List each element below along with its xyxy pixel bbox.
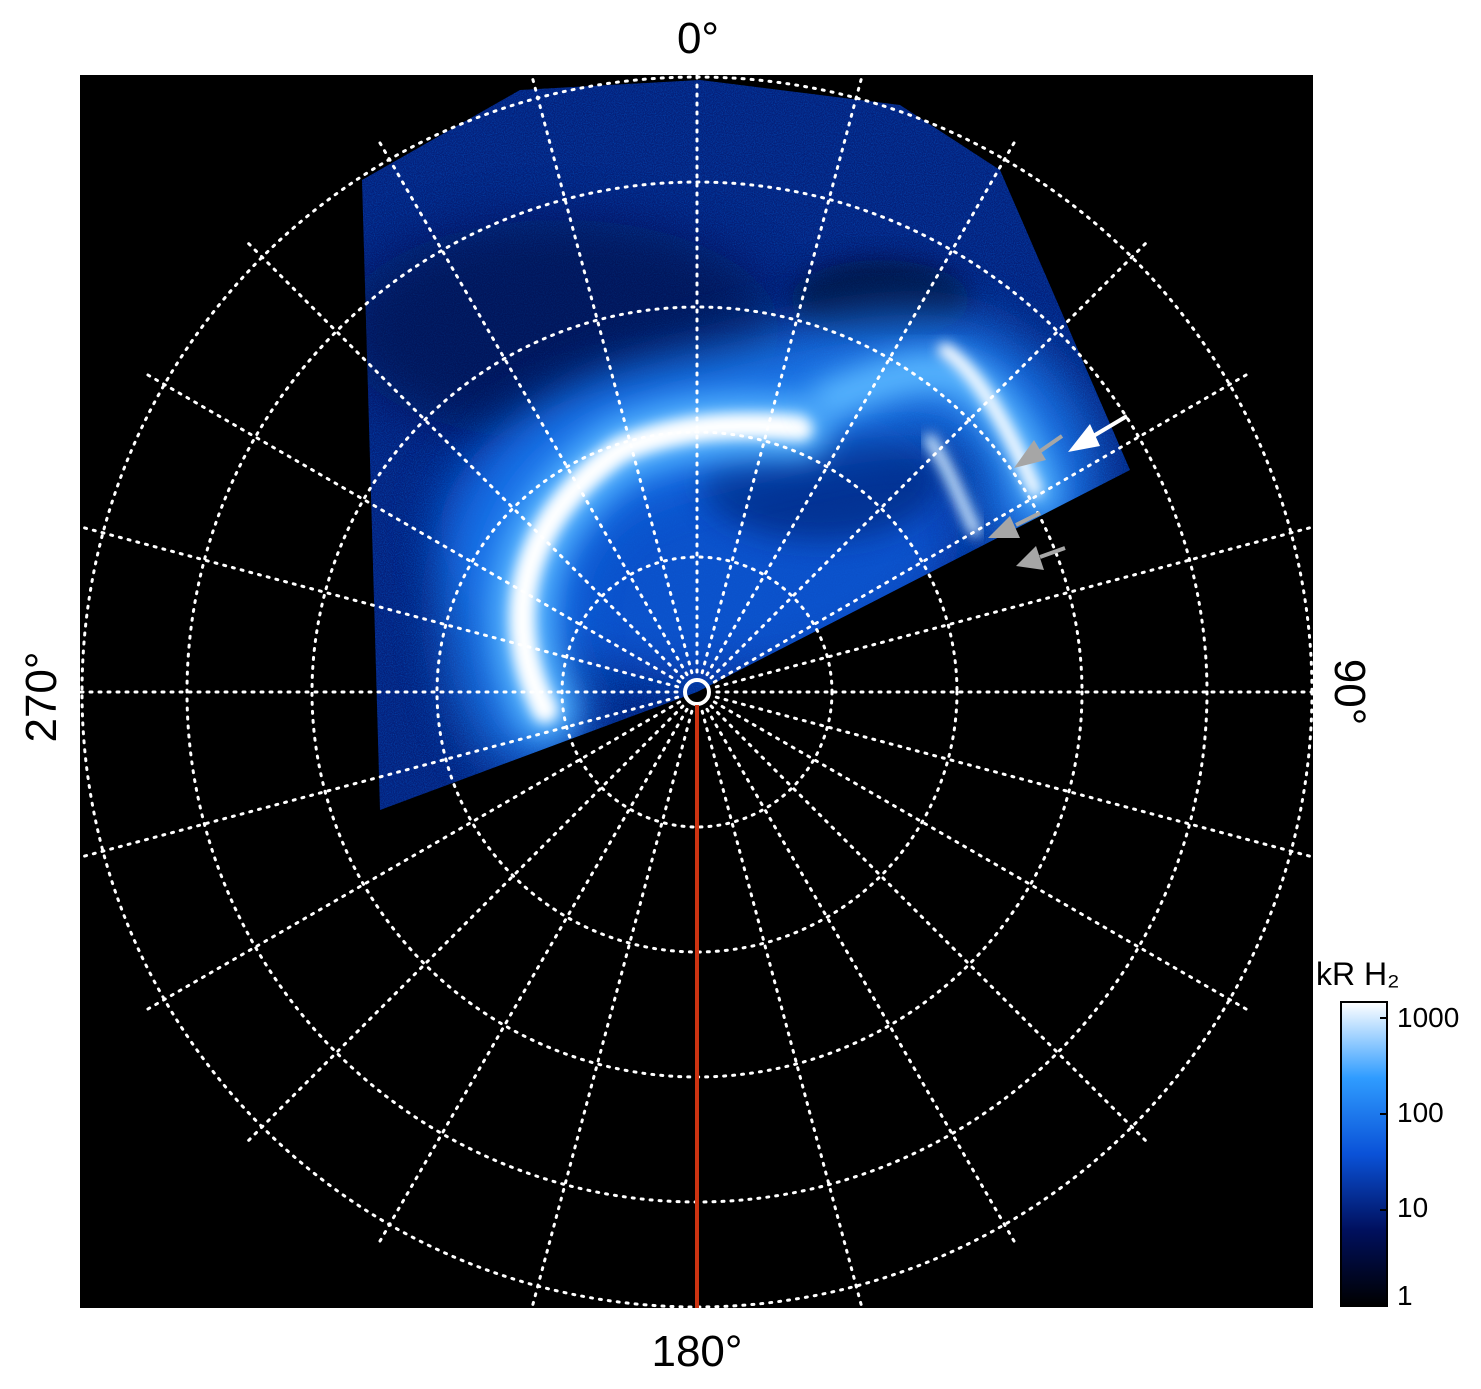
colorbar-title: kR H₂	[1316, 956, 1400, 992]
colorbar-tick-label: 1000	[1397, 1002, 1460, 1033]
axis-label-180deg: 180°	[651, 1327, 743, 1376]
white-arrow-icon	[1068, 414, 1129, 452]
axis-label-90deg: 90°	[1325, 658, 1374, 726]
gray-arrow-icon	[1014, 434, 1064, 468]
colorbar-gradient	[1340, 1001, 1388, 1307]
colorbar	[1340, 1001, 1388, 1307]
axis-label-0deg: 0°	[676, 14, 720, 63]
colorbar-tick-label: 1	[1397, 1280, 1413, 1311]
pole-marker	[683, 678, 711, 706]
gray-arrow-icon	[1016, 546, 1066, 570]
gray-arrow-icon	[988, 511, 1041, 538]
axis-label-270deg: 270°	[17, 651, 66, 743]
colorbar-tick-label: 10	[1397, 1192, 1429, 1223]
feature-arrows	[988, 414, 1129, 570]
colorbar-tick-label: 100	[1397, 1097, 1444, 1128]
